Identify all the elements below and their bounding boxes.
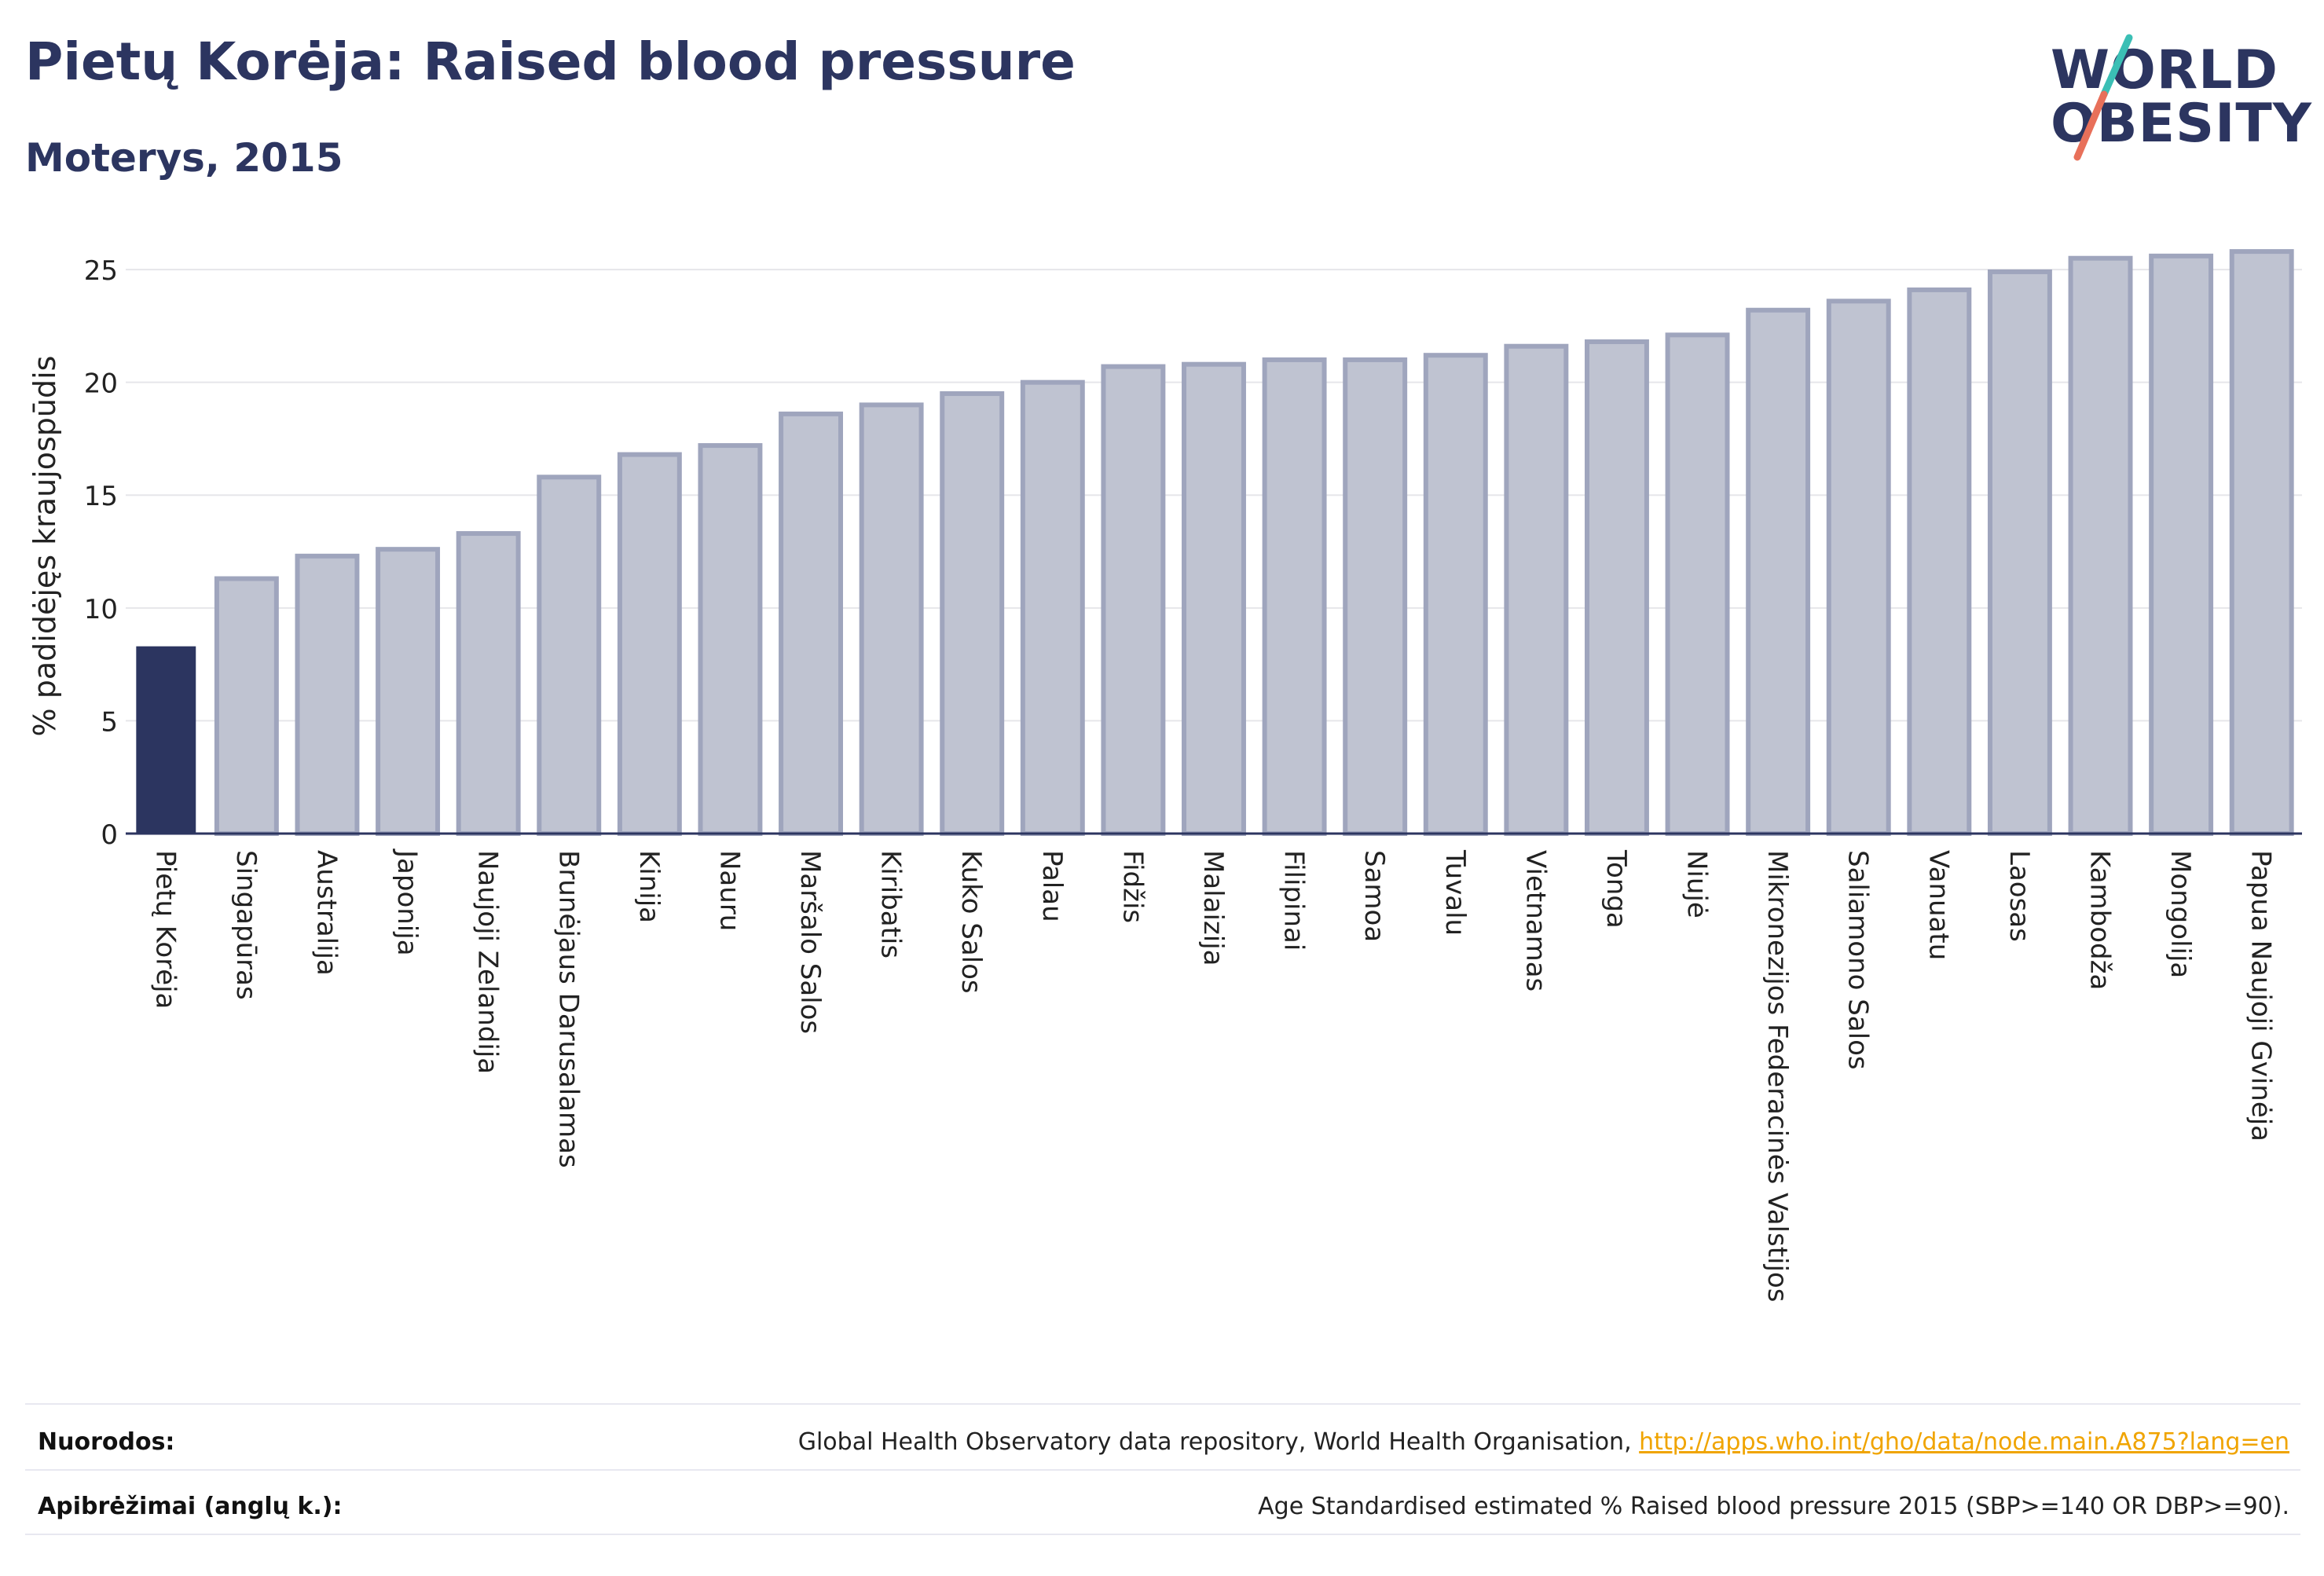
footer-divider-middle [25, 1469, 2300, 1471]
x-tick-label: Brunėjaus Darusalamas [552, 850, 584, 1168]
x-tick-label: Australija [310, 850, 342, 976]
bar[interactable] [1101, 364, 1166, 837]
bar[interactable] [1665, 332, 1730, 836]
bar[interactable] [859, 402, 924, 836]
x-tick-label: Pietų Korėja [149, 850, 181, 1009]
bar[interactable] [617, 452, 682, 836]
x-tick-label: Papua Naujoji Gvinėja [2245, 850, 2277, 1142]
sources-link[interactable]: http://apps.who.int/gho/data/node.main.A… [1639, 1428, 2289, 1456]
bar[interactable] [1262, 357, 1327, 836]
bar[interactable] [295, 553, 360, 836]
x-tick-labels: Pietų Korėja Singapūras Australija Japonija… [149, 848, 2276, 1302]
bar[interactable] [376, 547, 441, 836]
y-tick-label: 5 [101, 706, 118, 738]
bar[interactable] [1987, 269, 2052, 837]
x-tick-label: Mikronezijos Federacinės Valstijos [1761, 850, 1793, 1302]
bar[interactable] [1343, 357, 1408, 836]
x-tick-label: Samoa [1358, 850, 1390, 942]
bar[interactable] [940, 391, 1005, 836]
x-tick-label: Saliamono Salos [1842, 850, 1874, 1070]
x-tick-label: Kinija [633, 850, 665, 923]
footer-divider-bottom [25, 1534, 2300, 1535]
sources-text: Global Health Observatory data repositor… [797, 1428, 1640, 1456]
x-tick-label: Singapūras [230, 850, 262, 1000]
bar[interactable] [779, 411, 843, 836]
x-tick-label: Naujoji Zelandija [472, 850, 504, 1074]
bar[interactable] [698, 443, 763, 836]
bar[interactable] [136, 646, 196, 834]
bars [136, 249, 2294, 837]
x-tick-label: Tonga [1600, 849, 1632, 929]
bar[interactable] [1907, 287, 1972, 836]
y-tick-label: 20 [84, 368, 118, 400]
x-tick-label: Filipinai [1278, 850, 1310, 951]
x-tick-label: Kiribatis [875, 850, 907, 958]
definitions-label: Apibrėžimai (anglų k.): [38, 1493, 343, 1520]
axes: 0 5 10 15 20 25 [84, 255, 2302, 851]
bar[interactable] [1504, 343, 1569, 836]
x-tick-label: Mongolija [2165, 850, 2196, 978]
x-tick-label: Niujė [1681, 850, 1713, 918]
x-tick-label: Japonija [391, 848, 423, 956]
bar[interactable] [214, 576, 279, 836]
x-tick-label: Maršalo Salos [794, 850, 826, 1034]
y-tick-label: 0 [101, 819, 118, 851]
x-tick-label: Nauru [713, 850, 745, 931]
x-tick-label: Palau [1036, 850, 1068, 922]
x-tick-label: Vanuatu [1923, 850, 1954, 960]
y-axis-label: % padidėjęs kraujospūdis [27, 356, 62, 737]
sources-label: Nuorodos: [38, 1428, 175, 1456]
bar[interactable] [456, 531, 521, 836]
bar[interactable] [1182, 361, 1246, 837]
x-tick-label: Tuvalu [1439, 849, 1471, 936]
logo-slash-icon [2073, 34, 2133, 161]
chart-title: Pietų Korėja: Raised blood pressure [25, 31, 1076, 92]
chart-subtitle: Moterys, 2015 [25, 135, 343, 181]
bar[interactable] [1423, 353, 1488, 836]
bar[interactable] [1746, 307, 1811, 836]
bar[interactable] [2149, 253, 2214, 836]
bar[interactable] [2068, 255, 2133, 836]
bar[interactable] [537, 475, 602, 837]
sources-value: Global Health Observatory data repositor… [798, 1428, 2289, 1456]
definitions-value: Age Standardised estimated % Raised bloo… [1258, 1493, 2289, 1520]
bar-chart: 0 5 10 15 20 25 Pietų Korėja Singapūras Austral… [27, 249, 2302, 1302]
bar[interactable] [1826, 299, 1891, 836]
x-tick-label: Vietnamas [1519, 850, 1551, 991]
x-tick-label: Kambodža [2084, 850, 2116, 990]
footer-divider-top [25, 1403, 2300, 1405]
bar[interactable] [2229, 249, 2294, 837]
x-tick-label: Kuko Salos [955, 850, 987, 994]
bar[interactable] [1020, 379, 1085, 836]
y-tick-label: 15 [84, 481, 118, 512]
x-tick-label: Malaizija [1197, 850, 1229, 966]
logo-line-1: WORLD [2051, 39, 2278, 101]
x-tick-label: Fidžis [1116, 850, 1148, 923]
x-tick-label: Laosas [2003, 850, 2035, 942]
world-obesity-logo: WORLD OBESITY [2051, 31, 2311, 173]
bar[interactable] [1585, 339, 1649, 837]
y-tick-label: 25 [84, 255, 118, 287]
y-tick-label: 10 [84, 594, 118, 625]
